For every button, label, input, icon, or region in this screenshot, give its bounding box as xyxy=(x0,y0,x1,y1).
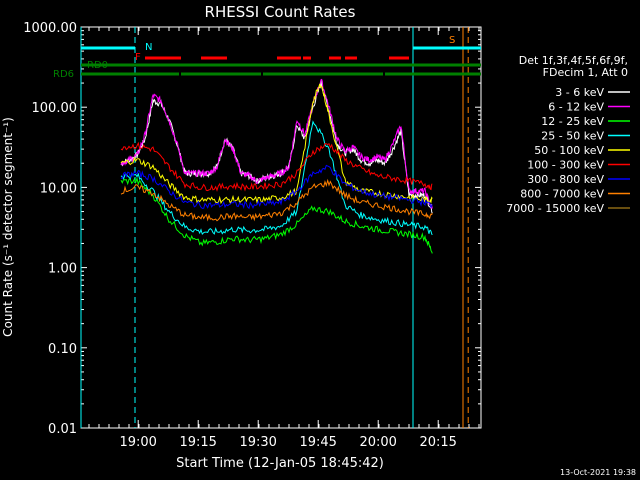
x-axis-label: Start Time (12-Jan-05 18:45:42) xyxy=(176,456,384,471)
x-tick-label: 19:15 xyxy=(179,435,216,450)
legend-entry-label: 300 - 800 keV xyxy=(527,173,604,186)
y-tick-label: 0.10 xyxy=(48,342,77,357)
legend-entry-label: 50 - 100 keV xyxy=(534,144,604,157)
x-tick-label: 20:00 xyxy=(359,435,396,450)
y-tick-label: 0.01 xyxy=(48,422,77,437)
legend-header-line: FDecim 1, Att 0 xyxy=(543,66,628,79)
legend-header-line: Det 1f,3f,4f,5f,6f,9f, xyxy=(519,54,628,67)
series-line xyxy=(120,141,433,192)
y-tick-label: 10.00 xyxy=(40,181,77,196)
flare-label: F xyxy=(135,52,141,63)
legend-entry-label: 25 - 50 keV xyxy=(541,130,604,143)
series-line xyxy=(120,80,433,214)
legend-entry-label: 6 - 12 keV xyxy=(548,101,604,114)
x-tick-label: 20:15 xyxy=(419,435,456,450)
legend-entry-label: 3 - 6 keV xyxy=(555,86,604,99)
state-overlays: NF S RD0 RD6 xyxy=(53,27,481,428)
rd6-label: RD6 xyxy=(53,69,74,80)
x-tick-label: 19:45 xyxy=(299,435,336,450)
series-line xyxy=(120,164,433,210)
y-tick-label: 1000.00 xyxy=(23,21,77,36)
saa-label: S xyxy=(449,35,455,46)
x-tick-label: 19:00 xyxy=(119,435,156,450)
series-line xyxy=(120,178,433,222)
legend-entry-label: 7000 - 15000 keV xyxy=(506,202,604,215)
attenuator-label: N xyxy=(145,42,152,53)
y-tick-label: 100.00 xyxy=(32,101,78,116)
series-line xyxy=(120,176,433,254)
series-line xyxy=(120,120,433,236)
chart-title: RHESSI Count Rates xyxy=(205,3,356,21)
legend: Det 1f,3f,4f,5f,6f,9f,FDecim 1, Att 0 3 -… xyxy=(506,54,630,215)
legend-entry-label: 800 - 7000 keV xyxy=(520,188,604,201)
axis-ticks: 0.01 0.10 1.00 10.00 100.00 1000.00 19:00 19:15… xyxy=(23,21,481,450)
y-tick-label: 1.00 xyxy=(48,262,77,277)
legend-entry-label: 100 - 300 keV xyxy=(527,159,604,172)
series-line xyxy=(120,78,433,210)
series-lines xyxy=(120,78,433,254)
rd0-label: RD0 xyxy=(87,60,108,71)
plot-frame xyxy=(80,26,482,429)
legend-entry-label: 12 - 25 keV xyxy=(541,115,604,128)
y-axis-label: Count Rate (s⁻¹ detector segment⁻¹) xyxy=(1,117,15,337)
footer-date: 13-Oct-2021 19:38 xyxy=(560,468,636,477)
x-tick-label: 19:30 xyxy=(239,435,276,450)
series-line xyxy=(120,83,433,205)
